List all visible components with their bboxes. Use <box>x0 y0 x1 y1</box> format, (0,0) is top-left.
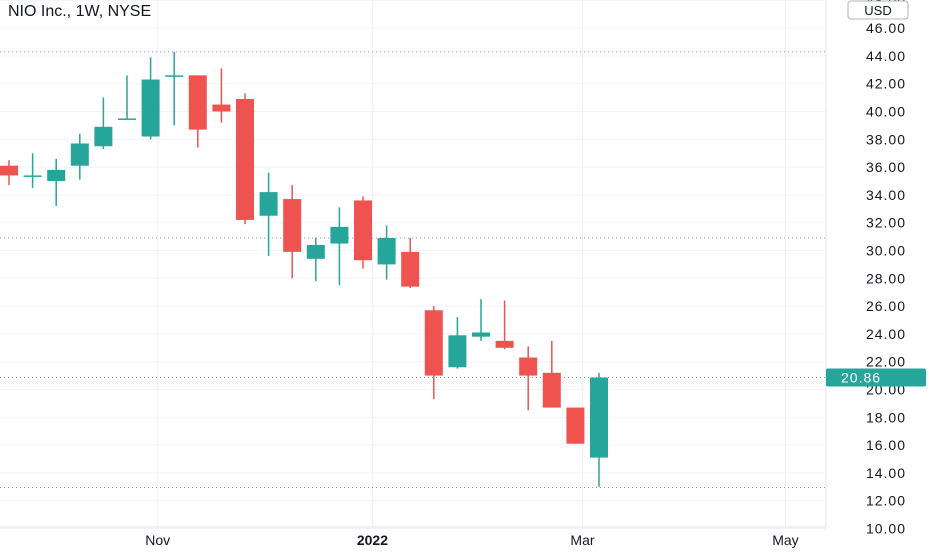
candle-down <box>424 306 443 400</box>
candle-body <box>330 226 349 244</box>
candle-body <box>283 199 302 252</box>
y-tick-label: 24.00 <box>866 326 906 342</box>
candle-up <box>165 51 184 126</box>
candle-body <box>306 244 325 259</box>
chart-title: NIO Inc., 1W, NYSE <box>8 3 151 20</box>
candle-body <box>47 169 66 181</box>
candle-body <box>377 237 396 265</box>
y-tick-label: 40.00 <box>866 104 906 120</box>
y-tick-label: 38.00 <box>866 131 906 147</box>
y-tick-label: 46.00 <box>866 20 906 36</box>
y-axis: 10.0012.0014.0016.0018.0020.0022.0024.00… <box>866 0 906 537</box>
candle-up <box>472 299 490 341</box>
y-tick-label: 44.00 <box>866 48 906 64</box>
y-tick-label: 42.00 <box>866 76 906 92</box>
candle-body <box>424 310 443 376</box>
y-tick-label: 36.00 <box>866 159 906 175</box>
candle-up <box>377 225 396 280</box>
candle-down <box>495 300 514 350</box>
x-tick-label: Mar <box>570 532 594 548</box>
price-levels <box>0 51 826 488</box>
candle-down <box>566 407 585 444</box>
candle-up <box>330 207 349 286</box>
x-tick-label: May <box>772 532 798 548</box>
candle-body <box>542 372 561 408</box>
candle-up <box>306 237 325 282</box>
candle-body <box>590 377 608 458</box>
candle-body <box>259 192 278 216</box>
x-tick-label: Nov <box>145 532 170 548</box>
y-tick-label: 34.00 <box>866 187 906 203</box>
candle-body <box>448 335 467 368</box>
candle-up <box>47 158 66 207</box>
candle-body <box>165 75 184 77</box>
candle-down <box>212 68 231 123</box>
candle-down <box>519 346 538 411</box>
candle-down <box>283 185 302 279</box>
candle-body <box>354 200 372 261</box>
candle-up <box>23 153 42 188</box>
candle-body <box>472 332 490 337</box>
y-tick-label: 32.00 <box>866 215 906 231</box>
candle-up <box>94 97 113 150</box>
candle-body <box>94 126 113 147</box>
candle-down <box>354 196 372 269</box>
candle-up <box>448 317 467 369</box>
y-tick-label: 26.00 <box>866 298 906 314</box>
candle-body <box>0 165 18 176</box>
candle-body <box>519 357 538 376</box>
x-axis: Nov 2022 Mar May <box>145 532 798 548</box>
candle-up <box>118 75 136 120</box>
x-tick-label: 2022 <box>357 532 388 548</box>
candle-body <box>141 79 160 137</box>
candle-up <box>259 172 278 257</box>
y-tick-label: 10.00 <box>866 521 906 537</box>
candle-up <box>70 133 89 180</box>
currency-label: USD <box>864 3 891 18</box>
candle-body <box>495 340 514 348</box>
candle-down <box>0 160 18 186</box>
y-tick-label: 30.00 <box>866 243 906 259</box>
candle-body <box>401 251 420 287</box>
y-tick-label: 12.00 <box>866 493 906 509</box>
candle-down <box>188 75 207 148</box>
candle-body <box>236 98 254 220</box>
candles <box>0 51 608 487</box>
candle-body <box>212 104 231 112</box>
candle-down <box>542 340 561 408</box>
candle-body <box>70 143 89 166</box>
candle-body <box>23 175 42 177</box>
candle-down <box>236 93 254 225</box>
y-tick-label: 14.00 <box>866 465 906 481</box>
candle-down <box>401 237 420 289</box>
currency-badge[interactable]: USD <box>847 0 909 20</box>
last-price-value: 20.86 <box>841 370 881 386</box>
last-price-label: 20.86 <box>826 368 926 387</box>
y-tick-label: 18.00 <box>866 409 906 425</box>
candle-body <box>188 75 207 130</box>
candle-body <box>118 118 136 120</box>
y-tick-label: 22.00 <box>866 354 906 370</box>
y-tick-label: 16.00 <box>866 437 906 453</box>
candle-up <box>590 372 608 487</box>
candle-body <box>566 407 585 444</box>
candle-up <box>141 57 160 140</box>
y-tick-label: 28.00 <box>866 270 906 286</box>
